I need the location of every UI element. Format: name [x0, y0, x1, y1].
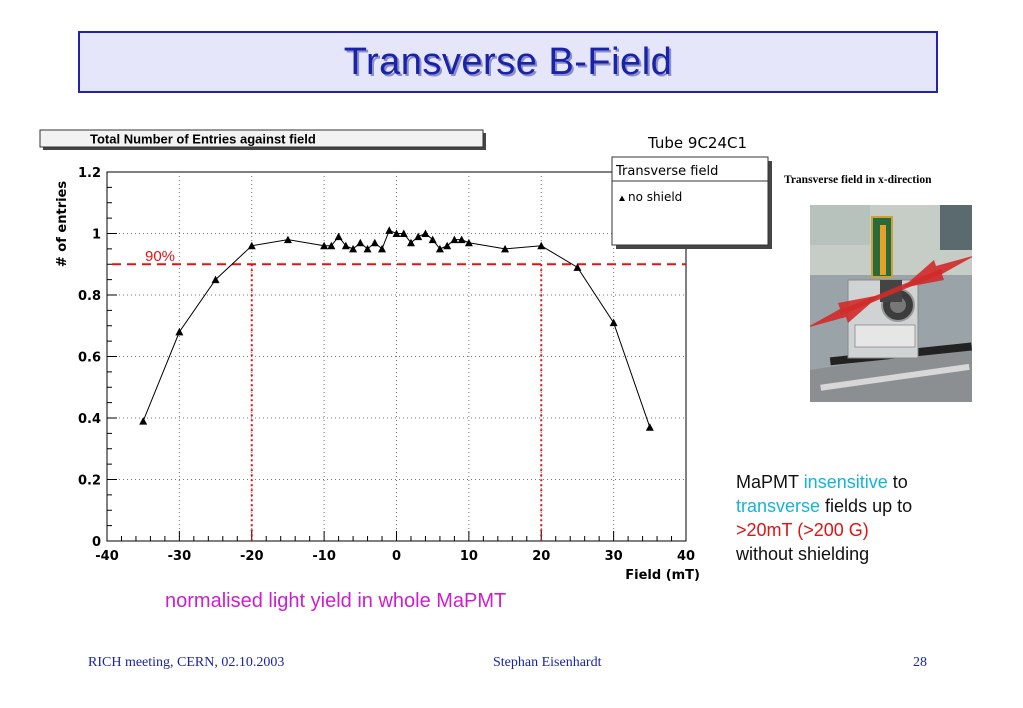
chart-title-box	[39, 129, 484, 148]
x-tick-label: 30	[605, 549, 623, 564]
data-point	[139, 417, 148, 425]
legend-title: Transverse field	[615, 164, 718, 179]
summary-part-1: MaPMT	[736, 472, 804, 492]
footer-author: Stephan Eisenhardt	[493, 655, 602, 670]
data-point	[645, 423, 654, 431]
x-axis-label: Field (mT)	[625, 568, 700, 583]
data-point	[443, 241, 452, 250]
data-point	[399, 229, 408, 237]
data-point	[501, 244, 510, 253]
photo-label: Transverse field in x-direction	[784, 174, 932, 186]
tube-label: Tube 9C24C1	[647, 134, 747, 152]
data-point	[457, 235, 466, 244]
data-point	[363, 244, 372, 253]
data-point	[464, 238, 473, 247]
data-point	[414, 232, 423, 241]
x-tick-label: 0	[392, 549, 401, 564]
x-tick-label: -40	[95, 549, 119, 564]
y-tick-label: 0.8	[78, 289, 101, 304]
data-point	[406, 238, 415, 247]
data-point	[327, 241, 336, 250]
summary-text: MaPMT insensitive to transverse fields u…	[736, 470, 996, 566]
y-tick-label: 0.4	[78, 412, 101, 427]
legend-box	[611, 156, 769, 246]
y-axis-label: # of entries	[55, 181, 70, 268]
y-tick-label: 0	[92, 535, 101, 550]
data-point	[450, 235, 459, 244]
summary-transverse: transverse	[736, 496, 821, 516]
footer-page-number: 28	[913, 655, 927, 670]
data-point	[341, 241, 350, 250]
summary-insensitive: insensitive	[803, 472, 888, 492]
data-point	[356, 238, 365, 247]
data-point	[283, 235, 292, 244]
threshold-label: 90%	[145, 248, 175, 265]
data-point	[421, 229, 430, 237]
legend-marker-triangle	[619, 195, 625, 201]
data-point	[537, 241, 546, 250]
data-point	[428, 235, 437, 244]
y-tick-label: 1.2	[78, 166, 101, 181]
x-tick-label: -30	[168, 549, 192, 564]
y-tick-label: 1	[92, 228, 101, 243]
data-point	[370, 238, 379, 247]
summary-part-5: fields up to	[820, 496, 913, 516]
data-point	[247, 241, 256, 250]
chart-caption: normalised light yield in whole MaPMT	[165, 590, 507, 612]
slide-title: Transverse B-Field	[343, 40, 673, 83]
x-tick-label: 10	[460, 549, 478, 564]
data-point	[211, 275, 220, 284]
data-point	[175, 327, 184, 336]
y-tick-label: 0.2	[78, 474, 101, 489]
summary-threshold: >20mT (>200 G)	[736, 520, 869, 540]
x-tick-label: 40	[677, 549, 695, 564]
data-point	[573, 263, 582, 271]
data-point	[392, 229, 401, 237]
slide-title-box: Transverse B-Field	[78, 31, 938, 93]
summary-part-7: without shielding	[736, 544, 870, 564]
data-point	[378, 244, 387, 253]
x-tick-label: 20	[532, 549, 550, 564]
chart-title: Total Number of Entries against field	[90, 132, 316, 147]
data-point	[349, 244, 358, 253]
data-point	[435, 244, 444, 253]
data-point	[385, 226, 394, 234]
data-point	[334, 232, 343, 241]
setup-photo	[810, 205, 972, 402]
x-tick-label: -20	[240, 549, 264, 564]
x-tick-label: -10	[312, 549, 336, 564]
legend-series-label: no shield	[628, 190, 682, 204]
footer-meeting: RICH meeting, CERN, 02.10.2003	[88, 655, 285, 670]
y-tick-label: 0.6	[78, 351, 101, 366]
data-point	[609, 318, 618, 327]
data-point	[320, 241, 329, 250]
summary-part-3: to	[887, 472, 908, 492]
